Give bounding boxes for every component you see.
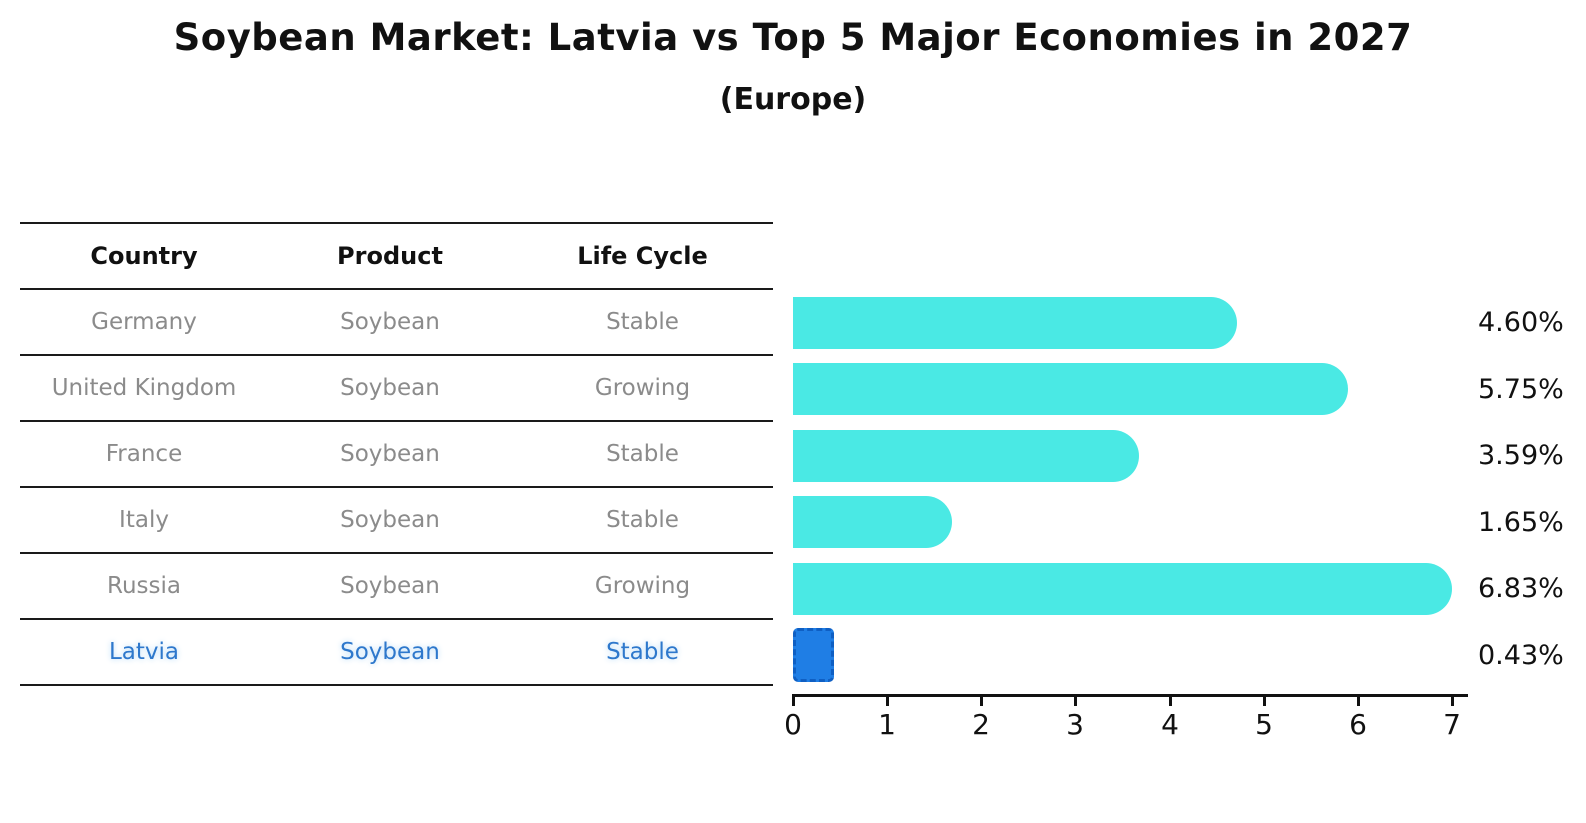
table-row-latvia: Latvia Soybean Stable — [20, 620, 773, 686]
x-axis-tick — [1074, 694, 1077, 706]
x-axis-tick — [980, 694, 983, 706]
table-row-united-kingdom: United Kingdom Soybean Growing — [20, 356, 773, 422]
x-axis-tick — [1263, 694, 1266, 706]
product-cell: Soybean — [340, 507, 440, 533]
column-header-country: Country — [90, 242, 198, 270]
life-cycle-cell: Stable — [606, 639, 679, 665]
value-label-united-kingdom: 5.75% — [1478, 373, 1564, 405]
country-cell: Latvia — [108, 639, 180, 665]
x-tick-label: 0 — [784, 708, 802, 741]
value-label-germany: 4.60% — [1478, 307, 1564, 338]
bar-france — [793, 429, 1139, 482]
bar-united-kingdom — [793, 363, 1348, 415]
country-cell: Russia — [107, 573, 181, 599]
x-tick-label: 6 — [1349, 708, 1367, 741]
column-header-lifecycle: Life Cycle — [577, 242, 708, 270]
x-tick-label: 7 — [1443, 708, 1461, 741]
x-axis-tick — [886, 694, 889, 706]
table-header-row: Country Product Life Cycle — [20, 224, 773, 290]
value-label-latvia: 0.43% — [1478, 639, 1564, 671]
bar-russia — [793, 562, 1452, 615]
x-axis-tick — [792, 694, 795, 706]
life-cycle-cell: Growing — [594, 375, 691, 401]
x-axis-line — [793, 694, 1468, 697]
country-cell: United Kingdom — [51, 375, 237, 401]
x-tick-label: 2 — [972, 708, 990, 741]
column-header-product: Product — [337, 242, 443, 270]
table-row-germany: Germany Soybean Stable — [20, 290, 773, 356]
product-cell: Soybean — [340, 441, 440, 467]
x-tick-label: 5 — [1255, 708, 1273, 741]
value-label-france: 3.59% — [1478, 440, 1564, 471]
value-label-russia: 6.83% — [1478, 573, 1564, 604]
x-axis-tick — [1451, 694, 1454, 706]
table-row-italy: Italy Soybean Stable — [20, 488, 773, 554]
country-cell: Italy — [119, 507, 169, 533]
product-cell: Soybean — [340, 375, 440, 401]
life-cycle-cell: Growing — [594, 573, 691, 599]
country-cell: France — [105, 441, 183, 467]
bar-germany — [793, 296, 1237, 349]
bar-italy — [793, 496, 952, 548]
value-label-italy: 1.65% — [1478, 506, 1564, 538]
chart-title: Soybean Market: Latvia vs Top 5 Major Ec… — [173, 16, 1413, 59]
life-cycle-cell: Stable — [606, 441, 679, 467]
product-cell: Soybean — [340, 639, 440, 665]
x-axis-tick — [1169, 694, 1172, 706]
x-tick-label: 1 — [878, 708, 896, 741]
product-cell: Soybean — [340, 573, 440, 599]
x-tick-label: 4 — [1161, 708, 1179, 741]
bar-latvia — [793, 628, 834, 682]
chart-subtitle: (Europe) — [719, 82, 867, 117]
country-table: Country Product Life Cycle Germany Soybe… — [20, 222, 773, 686]
product-cell: Soybean — [340, 309, 440, 335]
table-row-france: France Soybean Stable — [20, 422, 773, 488]
country-cell: Germany — [91, 309, 197, 335]
x-axis-tick — [1357, 694, 1360, 706]
life-cycle-cell: Stable — [606, 507, 679, 533]
x-tick-label: 3 — [1066, 708, 1084, 741]
table-row-russia: Russia Soybean Growing — [20, 554, 773, 620]
life-cycle-cell: Stable — [606, 309, 679, 335]
